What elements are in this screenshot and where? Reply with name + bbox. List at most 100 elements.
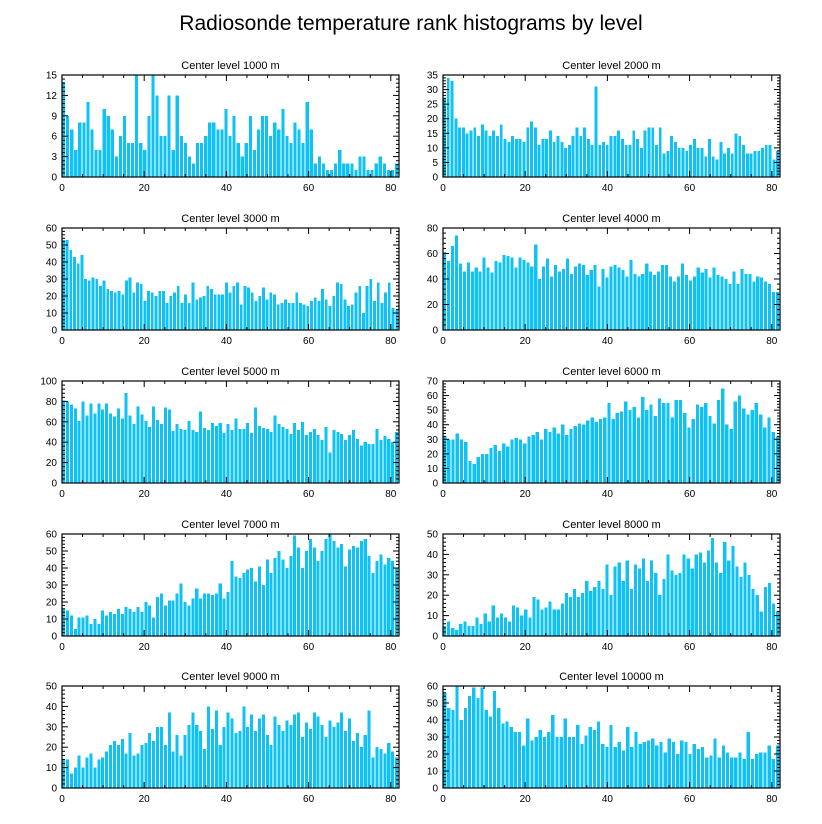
histogram-bar [261,427,265,483]
histogram-bar [601,268,605,330]
histogram-bar [463,708,468,788]
histogram-bar [199,598,203,636]
histogram-bar [549,130,552,177]
histogram-bar [564,147,568,177]
histogram-bar [569,273,573,330]
histogram-bar [499,613,503,636]
histogram-bar [378,156,382,177]
histogram-bar [544,429,548,483]
histogram-bar [273,716,277,788]
histogram-bar [313,297,317,330]
histogram-bar [387,557,391,636]
histogram-bar [721,388,725,483]
y-tick-label: 50 [46,682,58,693]
histogram-bar [569,429,573,483]
histogram-bar [210,422,214,483]
histogram-bar [77,617,81,636]
histogram-bar [497,708,501,788]
histogram-bar [187,156,192,177]
histogram-bar [530,740,534,788]
histogram-bar [81,767,85,788]
histogram-bar [343,299,347,330]
histogram-bar [767,745,771,788]
histogram-panel: Center level 1000 m 0 20 40 60 80 0 3 6 9 12 15 [46,60,400,194]
histogram-bar [755,595,759,636]
histogram-bar [662,402,666,483]
histogram-bar [725,752,730,788]
histogram-bar [752,281,756,330]
histogram-bar [395,757,399,788]
histogram-bar [674,399,678,483]
histogram-bar [495,617,499,636]
histogram-bar [69,250,73,330]
histogram-bar [77,755,81,788]
histogram-bar [195,143,200,177]
histogram-bar [490,272,494,331]
histogram-bar [143,301,147,330]
histogram-bar [662,578,666,636]
histogram-bar [659,742,663,788]
histogram-bar [344,566,348,636]
histogram-bar [531,434,535,483]
histogram-bar [715,159,719,177]
histogram-bar [382,163,386,177]
histogram-bar [556,433,561,483]
histogram-bar [203,749,207,788]
histogram-bar [637,568,642,636]
histogram-bar [708,277,712,330]
histogram-bar [487,621,491,636]
histogram-bar [148,426,152,483]
histogram-bar [131,143,135,177]
histogram-bar [628,410,632,483]
histogram-bar [632,407,636,483]
histogram-bar [308,728,312,788]
histogram-bar [480,453,485,483]
histogram-bar [261,585,265,636]
histogram-bar [501,723,505,788]
histogram-bar [471,625,475,636]
y-tick-label: 30 [46,581,58,592]
histogram-bar [281,109,285,177]
histogram-bar [700,147,704,177]
histogram-bar [328,306,332,330]
histogram-bar [761,147,764,177]
histogram-bar [218,745,222,788]
histogram-bar [446,261,451,330]
histogram-bar [596,721,601,788]
histogram-bar [447,621,451,636]
histogram-bar [147,290,150,330]
histogram-bar [187,605,191,636]
histogram-bar [746,414,750,483]
histogram-bar [541,139,545,177]
histogram-bar [658,595,662,636]
histogram-bar [746,731,750,788]
histogram-bar [89,753,93,788]
histogram-bar [485,453,489,483]
histogram-bar [767,582,771,636]
histogram-bar [213,294,217,330]
histogram-bar [689,144,693,177]
histogram-bar [301,143,305,177]
histogram-bar [594,421,598,483]
histogram-bar [692,139,696,177]
histogram-bar [472,687,476,788]
histogram-bar [355,732,359,788]
histogram-bar [497,450,502,483]
histogram-bar [265,559,269,636]
histogram-bar [365,285,369,330]
histogram-bar [348,435,352,483]
histogram-bar [573,266,577,330]
histogram-bar [95,279,99,330]
histogram-bar [293,122,297,177]
histogram-bar [102,109,106,177]
histogram-bar [234,576,238,636]
histogram-bar [281,559,285,636]
histogram-bar [143,149,147,177]
histogram-bar [479,623,483,636]
histogram-bar [630,747,634,788]
histogram-bar [764,281,768,330]
x-tick-label: 80 [385,642,397,653]
histogram-bar [555,737,559,788]
histogram-bar [155,95,159,177]
histogram-bar [628,144,632,177]
